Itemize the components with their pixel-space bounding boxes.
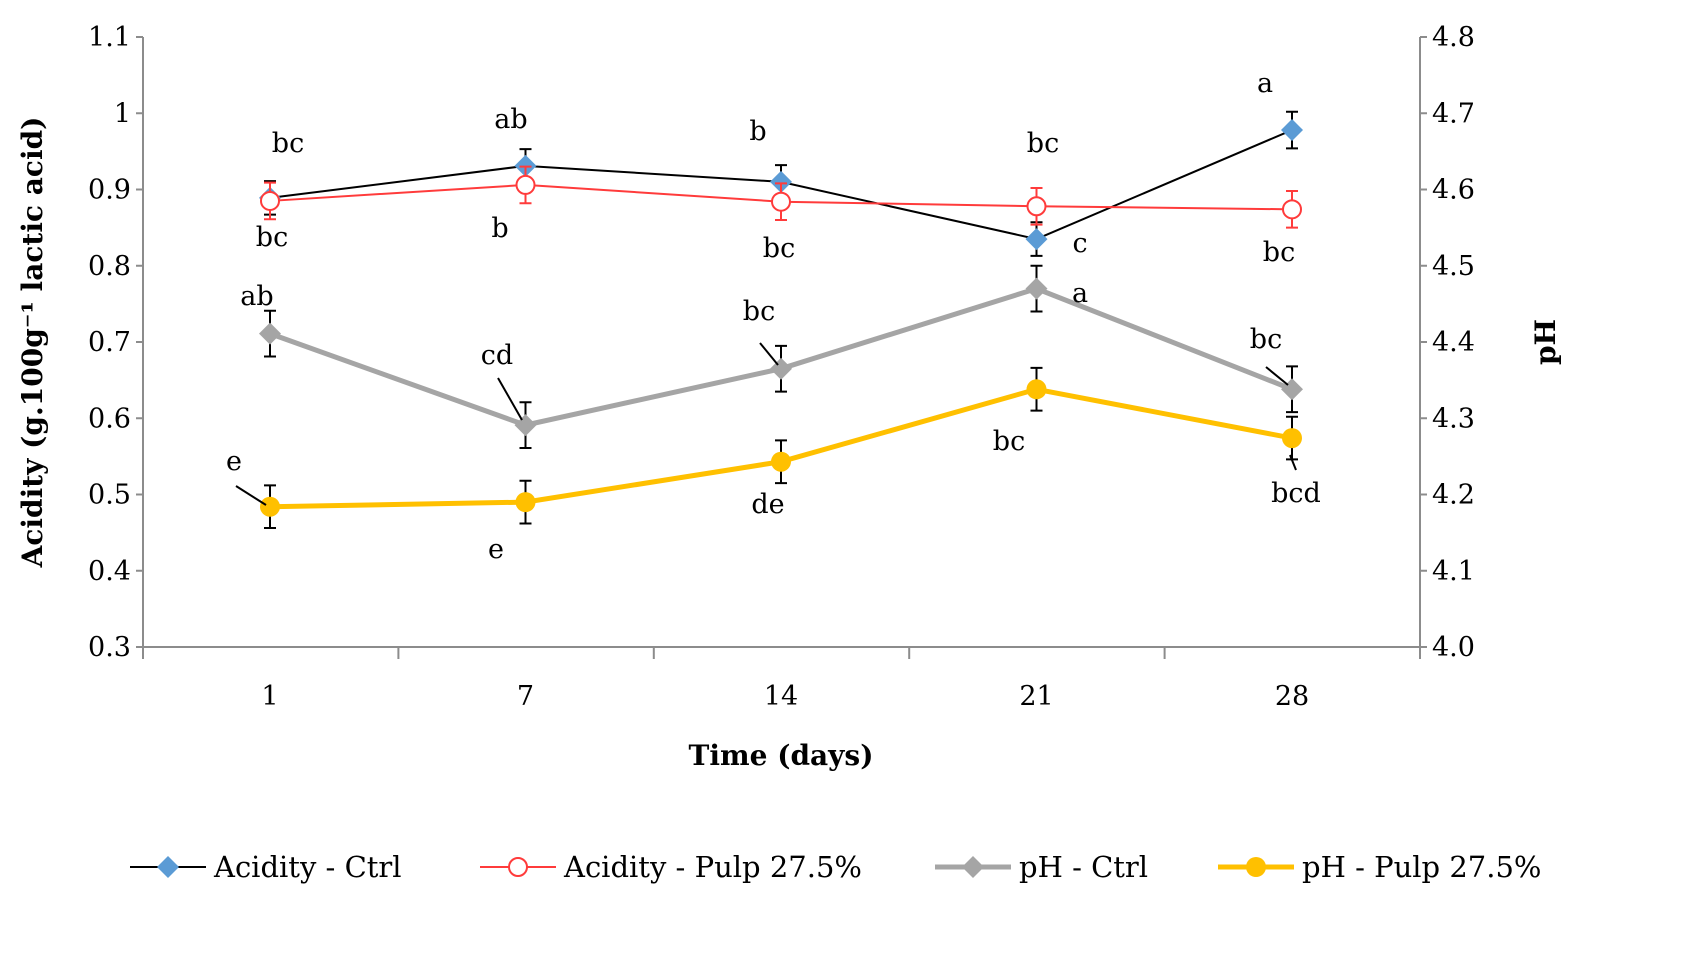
leader-line bbox=[235, 485, 267, 506]
legend-item: Acidity - Ctrl bbox=[130, 850, 402, 884]
x-tick-label: 1 bbox=[261, 681, 278, 712]
data-point bbox=[259, 322, 281, 345]
y-tick-label: 1 bbox=[114, 98, 131, 129]
data-point bbox=[1025, 277, 1048, 300]
significance-letter: bc bbox=[1263, 237, 1295, 268]
significance-letter: bc bbox=[1027, 128, 1059, 159]
data-point bbox=[515, 492, 536, 513]
significance-letter: bc bbox=[743, 296, 775, 327]
significance-labels: bc ab b bc a bc b bc c bc ab cd bc a bc e e de bc bcd bbox=[226, 68, 1321, 565]
data-point bbox=[514, 414, 537, 437]
data-point bbox=[260, 496, 280, 517]
data-point bbox=[515, 174, 536, 195]
leader-line bbox=[1265, 366, 1289, 386]
data-point bbox=[771, 191, 791, 212]
leader-line bbox=[759, 342, 779, 366]
y-tick-label: 0.7 bbox=[88, 327, 131, 358]
significance-letter: a bbox=[1072, 278, 1088, 309]
x-tick-label: 28 bbox=[1275, 681, 1309, 712]
y-tick-label: 0.6 bbox=[88, 403, 131, 434]
y-tick-label: 0.8 bbox=[88, 251, 131, 282]
y2-axis-title: pH bbox=[1529, 319, 1562, 365]
y-tick-label: 1.1 bbox=[88, 22, 131, 53]
significance-letter: bc bbox=[1250, 324, 1282, 355]
x-tick-label: 14 bbox=[764, 681, 798, 712]
legend-marker bbox=[1246, 857, 1266, 877]
y2-tick-label: 4.0 bbox=[1432, 632, 1475, 663]
y-axis-title: Acidity (g.100g⁻¹ lactic acid) bbox=[16, 117, 49, 569]
significance-letter: bc bbox=[272, 128, 304, 159]
significance-letter: bc bbox=[763, 233, 795, 264]
x-axis-title: Time (days) bbox=[689, 739, 874, 772]
legend-marker bbox=[962, 856, 984, 878]
significance-letter: b bbox=[749, 116, 766, 147]
legend-label: Acidity - Pulp 27.5% bbox=[563, 850, 862, 884]
significance-letter: c bbox=[1072, 228, 1087, 259]
data-point bbox=[770, 170, 792, 193]
significance-letter: bc bbox=[256, 222, 288, 253]
series-group bbox=[259, 110, 1303, 530]
legend-label: pH - Pulp 27.5% bbox=[1302, 850, 1541, 884]
legend-item: pH - Ctrl bbox=[935, 850, 1148, 884]
data-point bbox=[1282, 428, 1302, 449]
y2-tick-label: 4.3 bbox=[1432, 403, 1475, 434]
data-point bbox=[1026, 379, 1047, 400]
y2-tick-label: 4.8 bbox=[1432, 22, 1475, 53]
y-tick-label: 0.4 bbox=[88, 556, 131, 587]
data-point bbox=[771, 451, 791, 472]
y2-tick-label: 4.5 bbox=[1432, 251, 1475, 282]
legend-label: Acidity - Ctrl bbox=[213, 850, 402, 884]
significance-letter: de bbox=[751, 489, 784, 520]
y-tick-label: 0.3 bbox=[88, 632, 131, 663]
data-point bbox=[770, 357, 792, 380]
y-tick-label: 0.9 bbox=[88, 175, 131, 206]
significance-letter: bc bbox=[993, 426, 1025, 457]
legend: Acidity - Ctrl Acidity - Pulp 27.5% pH - C… bbox=[130, 850, 1541, 884]
legend-marker bbox=[157, 856, 179, 878]
significance-letter: cd bbox=[481, 340, 513, 371]
leader-line bbox=[1289, 454, 1297, 471]
y2-tick-label: 4.6 bbox=[1432, 175, 1475, 206]
y2-tick-label: 4.4 bbox=[1432, 327, 1475, 358]
legend-label: pH - Ctrl bbox=[1019, 850, 1148, 884]
data-point bbox=[260, 190, 280, 211]
legend-item: pH - Pulp 27.5% bbox=[1218, 850, 1541, 884]
series-1 bbox=[260, 165, 1302, 229]
significance-letter: bcd bbox=[1271, 478, 1321, 509]
leader-line bbox=[497, 377, 523, 421]
x-tick-label: 21 bbox=[1019, 681, 1053, 712]
legend-marker bbox=[508, 857, 528, 877]
significance-letter: ab bbox=[240, 281, 273, 312]
legend-item: Acidity - Pulp 27.5% bbox=[480, 850, 862, 884]
series-3 bbox=[260, 366, 1302, 530]
y2-tick-label: 4.1 bbox=[1432, 556, 1475, 587]
significance-letter: b bbox=[491, 213, 508, 244]
x-tick-label: 7 bbox=[517, 681, 534, 712]
significance-letter: e bbox=[226, 446, 242, 477]
y2-tick-label: 4.2 bbox=[1432, 480, 1475, 511]
data-point bbox=[1026, 196, 1047, 217]
significance-letter: ab bbox=[494, 104, 527, 135]
data-point bbox=[1282, 199, 1302, 220]
series-2 bbox=[259, 264, 1303, 449]
significance-letter: a bbox=[1257, 68, 1273, 99]
y2-tick-label: 4.7 bbox=[1432, 98, 1475, 129]
y-tick-label: 0.5 bbox=[88, 480, 131, 511]
axes: 0.3 0.4 0.5 0.6 0.7 0.8 0.9 1 1.1 4.0 4.1 4.2 4.3 4.4… bbox=[88, 22, 1475, 712]
significance-letter: e bbox=[488, 534, 504, 565]
data-point bbox=[1281, 119, 1303, 142]
data-point bbox=[1025, 228, 1048, 251]
